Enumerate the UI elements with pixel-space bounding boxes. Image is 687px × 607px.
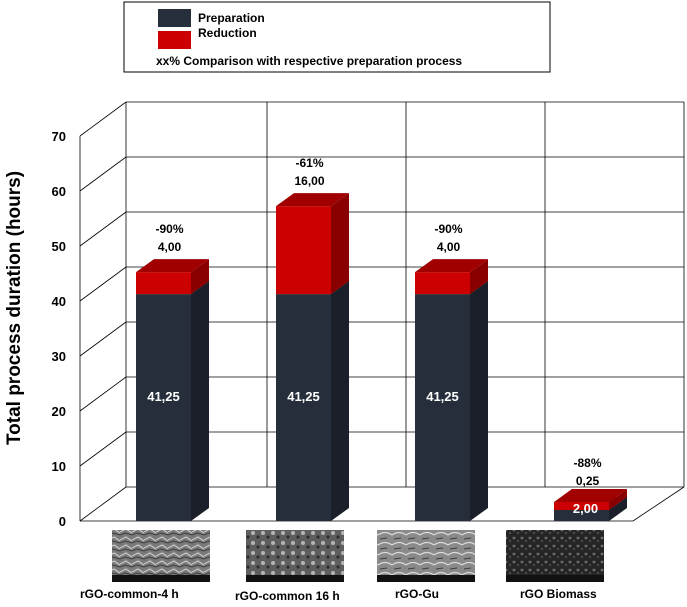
- sem-image-rgo-biomass: [506, 530, 604, 582]
- side-gridline: [79, 321, 127, 357]
- bar-reduction: [415, 259, 488, 295]
- data-label-reduction: 16,00: [294, 174, 324, 188]
- y-tick-label: 50: [52, 239, 66, 254]
- bar-preparation: [276, 281, 349, 521]
- side-gridline: [79, 431, 127, 467]
- side-gridline: [79, 211, 127, 247]
- data-label-reduction: 0,25: [576, 474, 600, 488]
- bar-preparation-front: [136, 294, 191, 521]
- data-label-reduction: 4,00: [437, 240, 461, 254]
- bar-reduction-front: [415, 272, 470, 295]
- y-tick-label: 10: [52, 459, 66, 474]
- y-axis-ticks: 0 10 20 30 40 50 60 70: [52, 129, 66, 529]
- bar-reduction-top: [136, 259, 209, 273]
- sem-image-rgo-common-16h: [246, 530, 344, 582]
- sem-image-rgo-common-4h: [112, 530, 210, 582]
- bars: [136, 193, 627, 521]
- bar-preparation-side: [331, 281, 349, 521]
- bar-reduction-top: [415, 259, 488, 273]
- x-tick-label: rGO Biomass: [520, 587, 597, 601]
- x-axis-labels: rGO-common-4 h rGO-common 16 h rGO-Gu rG…: [80, 587, 597, 603]
- x-tick-label: rGO-Gu: [395, 587, 439, 601]
- data-label-preparation: 2,00: [573, 501, 598, 516]
- bar-reduction-top: [276, 193, 349, 207]
- x-tick-label: rGO-common-4 h: [80, 587, 179, 601]
- legend-swatch-reduction: [158, 31, 191, 49]
- floor-right-edge: [632, 486, 685, 522]
- bar-reduction-side: [470, 259, 488, 295]
- bar-reduction-side: [331, 193, 349, 295]
- y-tick-label: 20: [52, 404, 66, 419]
- legend-box: [123, 1, 551, 73]
- data-label-preparation: 41,25: [426, 389, 459, 404]
- data-label-preparation: 41,25: [287, 389, 320, 404]
- data-label-comparison-percent: -61%: [295, 156, 323, 170]
- y-tick-label: 30: [52, 349, 66, 364]
- data-label-comparison-percent: -90%: [434, 222, 462, 236]
- side-gridline: [79, 101, 127, 137]
- data-labels: 41,25 -90% 4,00 41,25 -61% 16,00 41,25 -90% 4,00…: [147, 156, 602, 516]
- legend: Preparation Reduction xx% Comparison wit…: [123, 1, 551, 73]
- bar-preparation-side: [191, 281, 209, 521]
- y-tick-label: 70: [52, 129, 66, 144]
- bar-preparation: [136, 281, 209, 521]
- y-tick-label: 40: [52, 294, 66, 309]
- bar-preparation-front: [554, 510, 609, 521]
- legend-label-reduction: Reduction: [198, 26, 257, 40]
- legend-swatch-preparation: [158, 9, 191, 27]
- bar-preparation-front: [415, 294, 470, 521]
- bar-reduction: [554, 489, 627, 510]
- legend-label-preparation: Preparation: [198, 11, 265, 25]
- data-label-comparison-percent: -90%: [155, 222, 183, 236]
- side-gridline: [79, 266, 127, 302]
- side-gridline: [79, 376, 127, 412]
- y-axis-title: Total process duration (hours): [4, 171, 25, 445]
- bar-preparation-side: [470, 281, 488, 521]
- bar-reduction-top: [554, 489, 627, 503]
- grid: [79, 101, 685, 522]
- data-label-comparison-percent: -88%: [573, 456, 601, 470]
- data-label-reduction: 4,00: [158, 240, 182, 254]
- bar-reduction-front: [136, 272, 191, 295]
- bar-reduction-front: [276, 206, 331, 295]
- category-images: [112, 530, 604, 582]
- side-gridline: [79, 486, 127, 522]
- bar-preparation-front: [276, 294, 331, 521]
- y-tick-label: 0: [59, 514, 66, 529]
- x-tick-label: rGO-common 16 h: [235, 589, 340, 602]
- bar-reduction: [136, 259, 209, 295]
- data-label-preparation: 41,25: [147, 389, 180, 404]
- bar-reduction-side: [609, 489, 627, 510]
- bar-reduction-side: [191, 259, 209, 295]
- sem-image-rgo-gu: [377, 530, 475, 582]
- bar-reduction: [276, 193, 349, 295]
- side-gridline: [79, 156, 127, 192]
- y-tick-label: 60: [52, 184, 66, 199]
- bar-preparation-side: [609, 497, 627, 521]
- legend-note: xx% Comparison with respective preparati…: [156, 54, 462, 68]
- bar-reduction-front: [554, 502, 609, 510]
